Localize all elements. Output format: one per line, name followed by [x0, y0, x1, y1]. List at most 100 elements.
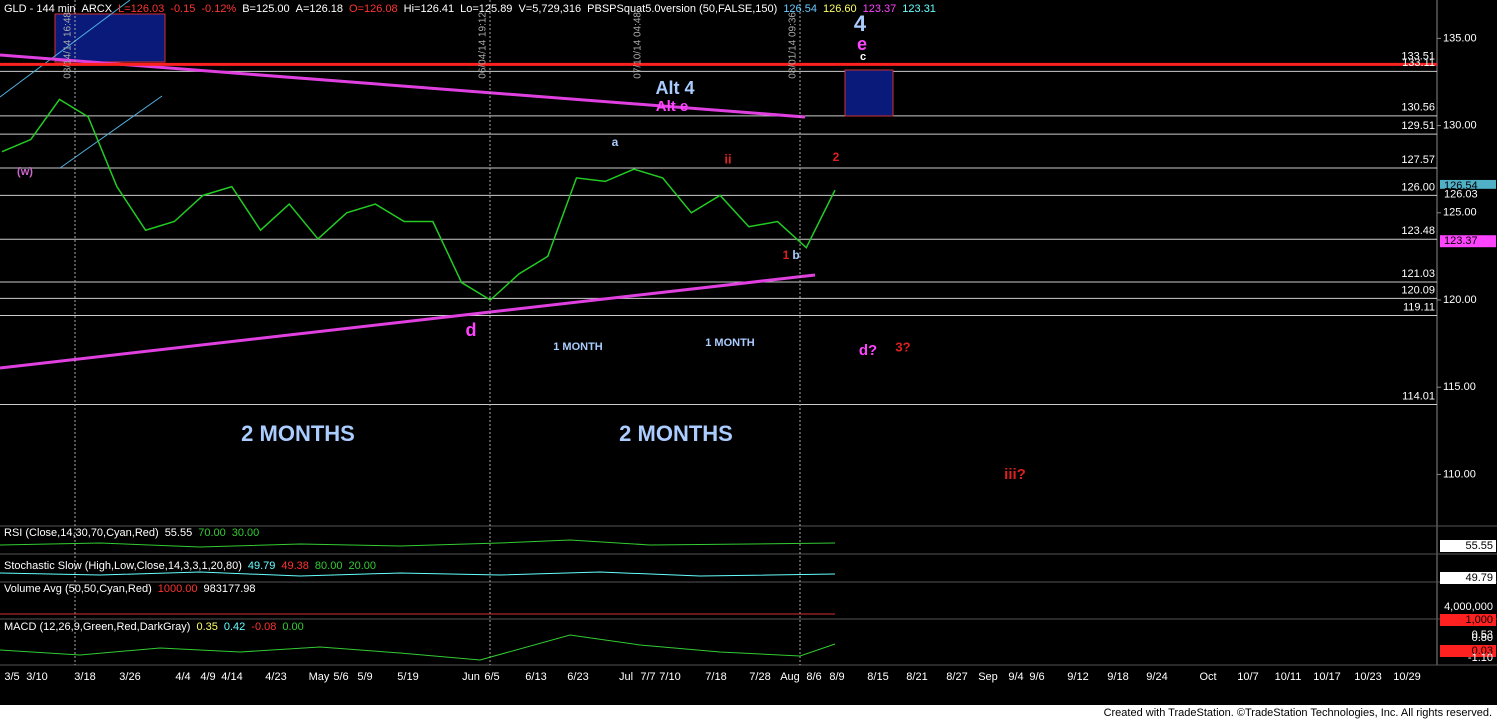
indicator-axis-label: 49.79	[1465, 572, 1493, 584]
header-item: PBSPSquat5.0version (50,FALSE,150)	[587, 3, 777, 15]
x-tick-label: 3/18	[74, 671, 95, 683]
price-tag	[1440, 235, 1496, 248]
x-tick-label: 3/26	[119, 671, 140, 683]
annotation: c	[860, 51, 866, 63]
header-item: Lo=125.89	[460, 3, 512, 15]
indicator-legend: 55.55	[165, 527, 193, 539]
x-tick-label: 9/4	[1008, 671, 1023, 683]
x-tick-label: 7/18	[705, 671, 726, 683]
channel-lines	[0, 0, 163, 169]
x-tick-label: 7/28	[749, 671, 770, 683]
indicator-axis-label: 55.55	[1465, 540, 1493, 552]
annotation: d	[466, 320, 477, 340]
indicator-legend: MACD (12,26,9,Green,Red,DarkGray)	[4, 621, 190, 633]
x-tick-label: 10/23	[1354, 671, 1382, 683]
pane-borders	[0, 525, 1497, 666]
x-tick-label: 9/12	[1067, 671, 1088, 683]
indicator-legend: 20.00	[348, 560, 376, 572]
indicator-legend: Stochastic Slow (High,Low,Close,14,3,3,1…	[4, 560, 242, 572]
annotation: 1 MONTH	[705, 337, 755, 349]
x-tick-label: 4/9	[200, 671, 215, 683]
indicator-legend: 49.38	[281, 560, 309, 572]
header-item: ARCX	[82, 3, 113, 15]
time-marker: 06/04/14 19:12	[478, 12, 489, 79]
axis-tag	[1440, 540, 1496, 552]
x-tick-label: 8/27	[946, 671, 967, 683]
indicator-legend: Volume Avg (50,50,Cyan,Red)	[4, 583, 152, 595]
y-tick-label: 115.00	[1443, 381, 1476, 393]
header-item: -0.15	[170, 3, 195, 15]
header-item: Hi=126.41	[404, 3, 454, 15]
y-tick-label: 110.00	[1443, 468, 1476, 480]
level-label: 119.11	[1403, 301, 1435, 313]
annotation: 2	[833, 150, 840, 164]
indicator-legend: 70.00	[198, 527, 226, 539]
annotation: 2 MONTHS	[241, 421, 355, 446]
time-marker: 03/14/14 16:48	[63, 12, 74, 79]
x-tick-label: 8/9	[829, 671, 844, 683]
annotation: d?	[859, 342, 877, 359]
level-label: 133.51	[1401, 50, 1435, 62]
header-item: 126.54	[783, 3, 817, 15]
x-tick-label: 3/10	[26, 671, 47, 683]
indicator-legend: RSI (Close,14,30,70,Cyan,Red)	[4, 527, 159, 539]
x-tick-label: 8/15	[867, 671, 888, 683]
indicator-axis-label: 0.03	[1472, 645, 1493, 657]
trend-line	[0, 273, 816, 370]
indicator-legend: 49.79	[248, 560, 276, 572]
indicator-axis-label: 4,000,000	[1444, 601, 1493, 613]
annotation: e	[857, 34, 867, 54]
header-item: 123.31	[902, 3, 936, 15]
indicator-axis-label: 0.53	[1472, 629, 1493, 641]
x-tick-label: 4/14	[221, 671, 242, 683]
x-tick-label: 9/24	[1146, 671, 1167, 683]
level-label: 127.57	[1401, 154, 1435, 166]
indicator-axis-label: -1.10	[1468, 652, 1493, 664]
annotation: (w)	[17, 166, 33, 178]
header-item: GLD - 144 min	[4, 3, 76, 15]
x-tick-label: 7/10	[659, 671, 680, 683]
x-tick-label: 4/4	[175, 671, 190, 683]
annotation: Alt 4	[655, 78, 694, 98]
indicator-legend: 80.00	[315, 560, 343, 572]
annotation: Alt e	[656, 98, 689, 115]
indicator-axis-label: 0.80	[1472, 632, 1493, 644]
header-item: O=126.08	[349, 3, 398, 15]
annotation: 2 MONTHS	[619, 421, 733, 446]
level-label: 129.51	[1401, 120, 1435, 132]
x-tick-label: Aug	[780, 671, 800, 683]
level-label: 121.03	[1401, 268, 1435, 280]
x-tick-label: 6/5	[484, 671, 499, 683]
annotation: ii	[724, 151, 731, 166]
y-tick-label: 120.00	[1443, 294, 1477, 306]
x-tick-label: 6/13	[525, 671, 546, 683]
level-label: 130.56	[1401, 102, 1435, 114]
x-tick-label: 8/6	[806, 671, 821, 683]
indicator-legend: 0.00	[282, 621, 303, 633]
indicator-legend: 30.00	[232, 527, 260, 539]
indicator-legend: 0.35	[196, 621, 217, 633]
annotation: 1	[783, 248, 790, 262]
level-label: 126.00	[1401, 181, 1435, 193]
annotation: 1 MONTH	[553, 341, 603, 353]
x-tick-label: Sep	[978, 671, 998, 683]
price-tag-label: 123.37	[1444, 235, 1478, 247]
indicator-axis-label: 1,000	[1465, 614, 1493, 626]
x-tick-label: 4/23	[265, 671, 286, 683]
x-tick-label: 5/6	[333, 671, 348, 683]
x-tick-label: 10/29	[1393, 671, 1421, 683]
y-tick-label: 135.00	[1443, 32, 1477, 44]
indicator-legend: 0.42	[224, 621, 245, 633]
y-tick-label: 130.00	[1443, 119, 1477, 131]
indicator-legend: 983177.98	[204, 583, 256, 595]
indicator-legend: 1000.00	[158, 583, 198, 595]
x-tick-label: 5/9	[357, 671, 372, 683]
footer: Created with TradeStation. ©TradeStation…	[1104, 707, 1492, 719]
header-item: L=126.03	[118, 3, 164, 15]
x-tick-label: 8/21	[906, 671, 927, 683]
annotation: b	[792, 248, 799, 262]
x-tick-label: 5/19	[397, 671, 418, 683]
